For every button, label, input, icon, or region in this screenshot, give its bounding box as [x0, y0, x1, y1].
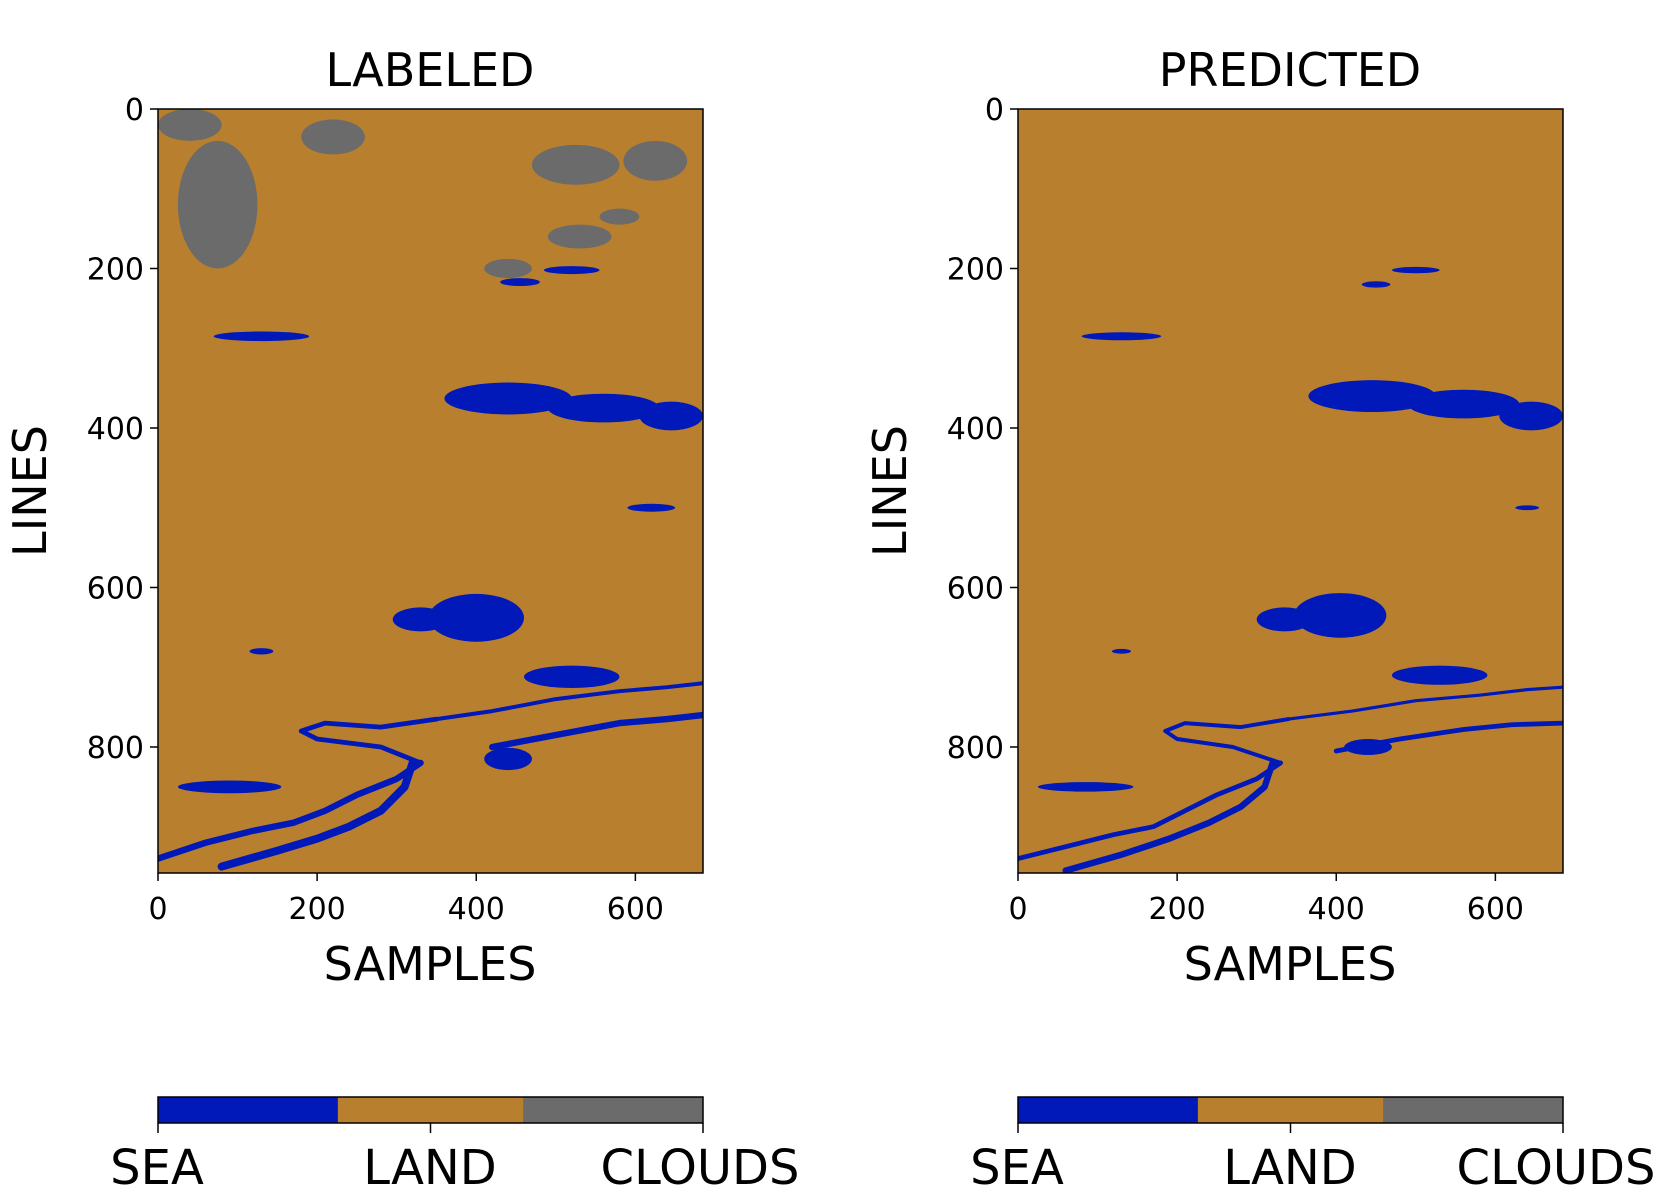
class-regions — [158, 109, 703, 871]
sea-region — [547, 393, 660, 423]
cloud-region — [623, 140, 688, 181]
colorbar-segment — [1018, 1097, 1199, 1123]
y-tick-label: 600 — [87, 571, 144, 606]
y-axis-label: LINES — [3, 425, 57, 557]
cloud-region — [531, 144, 620, 185]
sea-region — [392, 607, 449, 632]
sea-channel — [489, 711, 703, 751]
chart-title: PREDICTED — [1159, 43, 1421, 97]
sea-region — [1361, 281, 1391, 288]
colorbar-segment — [1197, 1097, 1384, 1123]
colorbar-label-clouds: CLOUDS — [601, 1140, 800, 1194]
sea-channel — [1333, 720, 1563, 754]
x-tick-label: 200 — [288, 892, 345, 927]
x-tick-label: 600 — [1467, 892, 1524, 927]
cloud-region — [301, 119, 365, 155]
y-tick-label: 800 — [87, 731, 144, 766]
axis-ticks: 0 200 400 600 0 200 400 600 800 — [87, 93, 664, 927]
colorbar-segment — [523, 1097, 704, 1123]
sea-channel — [158, 759, 424, 862]
sea-channel — [434, 681, 703, 722]
x-tick-label: 400 — [448, 892, 505, 927]
sea-region — [249, 648, 274, 655]
sea-channel — [1018, 760, 1283, 861]
x-axis-label: SAMPLES — [1184, 937, 1397, 991]
sea-channel — [1286, 685, 1563, 721]
sea-channel — [298, 716, 439, 766]
colorbar-label-clouds: CLOUDS — [1457, 1140, 1656, 1194]
sea-region — [213, 331, 310, 342]
sea-region — [1391, 266, 1440, 274]
sea-region — [177, 780, 282, 794]
sea-region — [428, 593, 524, 642]
cloud-region — [158, 109, 222, 141]
cloud-region — [484, 258, 532, 279]
plot-frame — [157, 108, 704, 874]
sea-region — [1037, 782, 1134, 792]
x-axis-label: SAMPLES — [324, 937, 537, 991]
colorbar-segment — [337, 1097, 524, 1123]
cloud-region — [547, 224, 612, 249]
class-regions — [1018, 266, 1563, 873]
y-tick-label: 200 — [87, 252, 144, 287]
sea-region — [1308, 380, 1436, 413]
colorbar-label-land: LAND — [363, 1140, 497, 1194]
x-tick-label: 0 — [148, 892, 167, 927]
y-tick-label: 0 — [125, 93, 144, 128]
sea-channel — [217, 758, 417, 871]
colorbar — [157, 1096, 704, 1133]
colorbar-segment — [158, 1097, 339, 1123]
cloud-region — [177, 140, 258, 269]
sea-region — [1081, 332, 1162, 341]
sea-region — [1407, 389, 1520, 419]
sea-channel — [1163, 717, 1291, 765]
chart-title: LABELED — [326, 43, 535, 97]
sea-region — [627, 503, 676, 512]
sea-region — [1256, 607, 1313, 632]
axis-ticks: 0 200 400 600 0 200 400 600 800 — [947, 93, 1524, 927]
cloud-region — [599, 208, 640, 225]
sea-region — [500, 278, 540, 287]
sea-region — [543, 266, 600, 275]
y-tick-label: 400 — [87, 412, 144, 447]
x-tick-label: 600 — [607, 892, 664, 927]
plot-frame — [1017, 108, 1564, 874]
sea-region — [444, 382, 572, 415]
colorbar-label-sea: SEA — [110, 1140, 204, 1194]
y-tick-label: 600 — [947, 571, 1004, 606]
colorbar — [1017, 1096, 1564, 1133]
colorbar-segment — [1383, 1097, 1564, 1123]
sea-region — [523, 665, 620, 688]
x-tick-label: 0 — [1008, 892, 1027, 927]
map-background — [1018, 109, 1563, 873]
sea-region — [639, 401, 703, 431]
sea-region — [1391, 665, 1488, 685]
sea-region — [1515, 505, 1540, 511]
colorbar-label-sea: SEA — [970, 1140, 1064, 1194]
x-tick-label: 400 — [1308, 892, 1365, 927]
sea-channel — [1062, 759, 1276, 873]
y-tick-label: 400 — [947, 412, 1004, 447]
sea-region — [484, 747, 532, 771]
x-tick-label: 200 — [1148, 892, 1205, 927]
sea-region — [1294, 593, 1387, 638]
panel-predicted: PREDICTED 0 200 400 600 0 200 400 600 800 SAMPLE… — [863, 43, 1655, 1194]
y-tick-label: 200 — [947, 252, 1004, 287]
y-axis-label: LINES — [863, 425, 917, 557]
sea-region — [1111, 648, 1131, 654]
y-tick-label: 800 — [947, 731, 1004, 766]
y-tick-label: 0 — [985, 93, 1004, 128]
colorbar-label-land: LAND — [1223, 1140, 1357, 1194]
sea-region — [1499, 401, 1563, 431]
